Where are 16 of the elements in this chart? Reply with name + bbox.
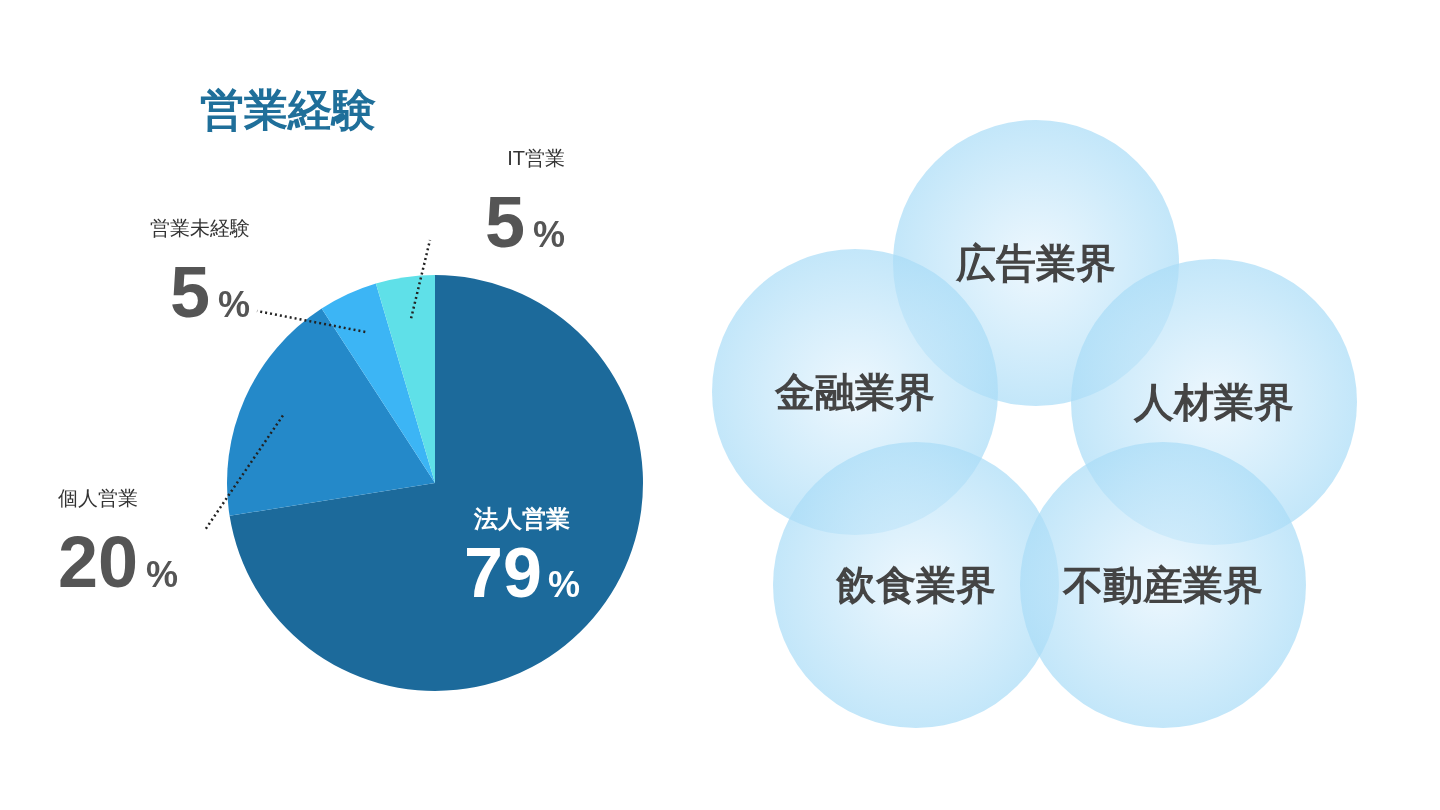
pie-slice [321, 283, 435, 483]
data-label: 79% [464, 534, 580, 613]
data-label: 5% [169, 252, 250, 332]
slice-label: 営業未経験 [150, 217, 250, 239]
slice-label: IT営業 [507, 147, 565, 169]
text: 不動産業界 [1062, 563, 1263, 607]
text: 金融業界 [774, 370, 935, 414]
chart-title: 営業経験 [200, 85, 376, 134]
text: 広告業界 [955, 241, 1116, 285]
pie-slice [375, 275, 435, 483]
data-label: 20% [58, 522, 179, 602]
text: 飲食業界 [835, 563, 996, 607]
slice-label: 個人営業 [58, 487, 138, 509]
data-label: 5% [484, 182, 565, 262]
slice-label: 法人営業 [473, 505, 571, 533]
text: 人材業界 [1133, 380, 1294, 424]
